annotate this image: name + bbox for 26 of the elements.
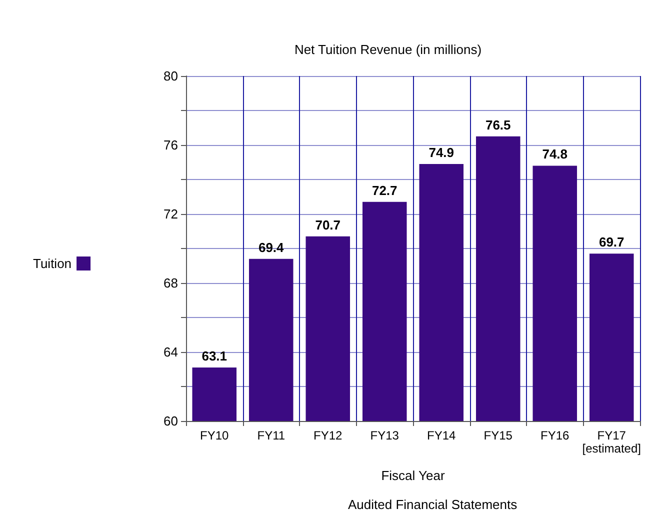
text: Audited Financial Statements: [348, 497, 518, 512]
y-tick-label: 80: [164, 68, 178, 84]
chart-title: Net Tuition Revenue (in millions): [294, 42, 482, 57]
legend-label: Tuition: [32, 256, 72, 271]
data-label: 74.8: [542, 146, 568, 162]
x-tick-label: FY16: [540, 428, 570, 442]
x-tick-label: FY14: [427, 428, 456, 442]
data-label: 74.9: [428, 144, 454, 160]
data-label: 63.1: [202, 348, 228, 364]
data-label: 76.5: [485, 117, 511, 132]
x-tick-label: FY15: [484, 428, 513, 442]
y-tick-label: 64: [164, 344, 178, 360]
x-tick-label: FY17 [estimated]: [582, 428, 641, 456]
x-tick-label: FY13: [370, 428, 400, 442]
y-tick-label: 72: [164, 206, 178, 222]
data-label: 70.7: [315, 217, 341, 232]
data-label: 69.4: [258, 240, 285, 255]
x-tick-label: FY12: [314, 428, 343, 442]
data-label: 69.7: [598, 234, 624, 250]
x-tick-label: FY10: [200, 428, 230, 442]
y-tick-label: 76: [164, 138, 178, 152]
data-label: 72.7: [372, 182, 398, 198]
y-tick-label: 60: [164, 414, 178, 428]
x-tick-label: FY11: [257, 428, 286, 442]
y-tick-label: 68: [164, 276, 178, 290]
x-axis-title: Fiscal Year: [381, 468, 446, 483]
